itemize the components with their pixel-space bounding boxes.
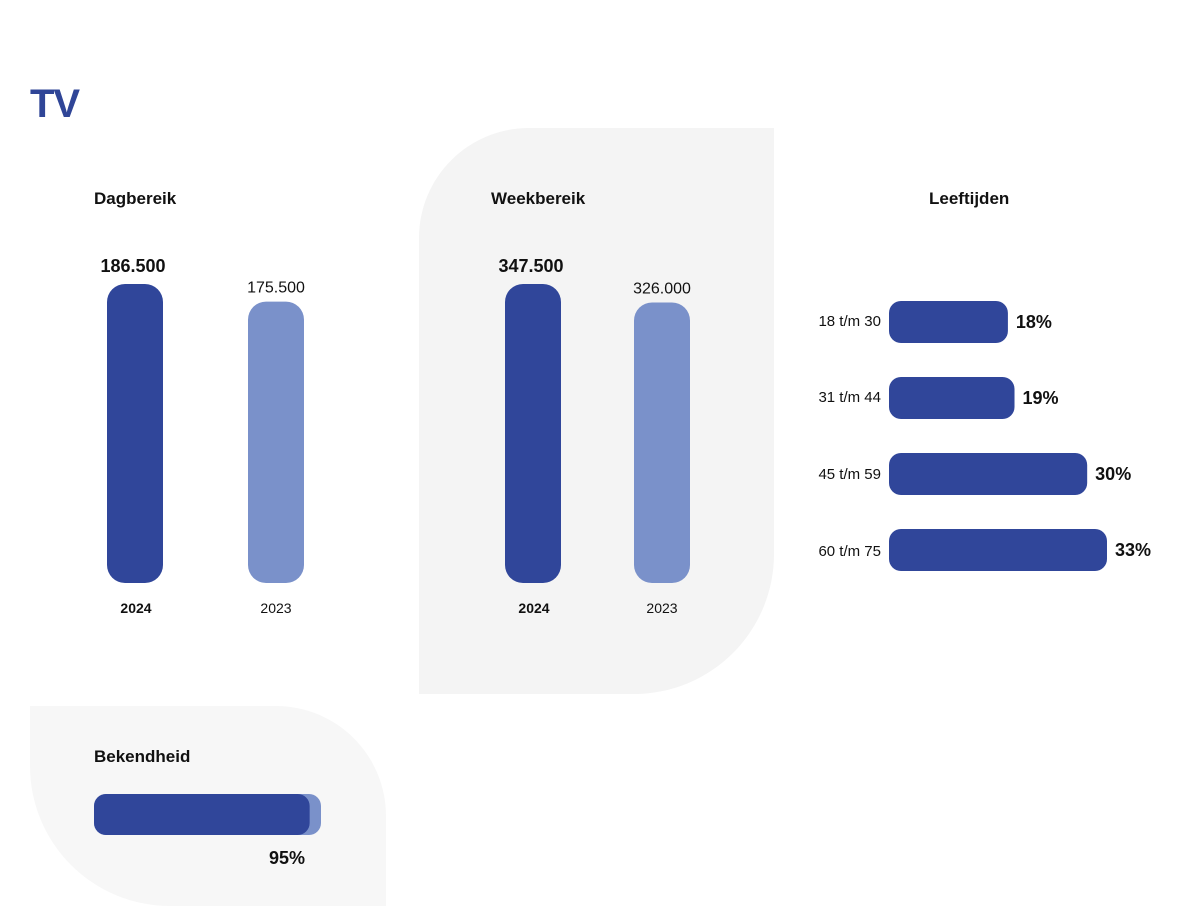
age-label-45-59: 45 t/m 59 — [818, 466, 881, 483]
leeftijden-value-label-3: 33% — [1115, 540, 1151, 560]
leeftijden-value-label-0: 18% — [1016, 312, 1052, 332]
bekendheid-bar-fill — [94, 794, 310, 835]
leeftijden-bar-0 — [889, 301, 1008, 343]
dagbereik-value-label-2023: 175.500 — [247, 280, 305, 297]
dagbereik-category-label-2023: 2023 — [260, 600, 291, 616]
charts-canvas: 186.500 2024 175.500 2023 347.500 2024 326.000… — [94, 256, 1151, 868]
leeftijden-bar-1 — [889, 377, 1015, 419]
weekbereik-value-label-2024: 347.500 — [498, 256, 563, 276]
dagbereik-heading: Dagbereik — [94, 189, 177, 208]
leeftijden-heading: Leeftijden — [929, 189, 1010, 208]
weekbereik-bar-2023 — [634, 302, 690, 583]
bekendheid-heading: Bekendheid — [94, 747, 191, 766]
page-title: TV — [30, 82, 80, 126]
leeftijden-value-label-2: 30% — [1095, 464, 1131, 484]
weekbereik-category-label-2024: 2024 — [518, 600, 549, 616]
age-label-31-44: 31 t/m 44 — [818, 389, 881, 406]
weekbereik-panel — [419, 128, 774, 694]
leeftijden-bar-2 — [889, 453, 1088, 495]
dagbereik-value-label-2024: 186.500 — [100, 256, 165, 276]
dagbereik-bar-2023 — [248, 301, 304, 583]
leeftijden-value-label-1: 19% — [1023, 388, 1059, 408]
age-label-60-75: 60 t/m 75 — [818, 543, 881, 560]
weekbereik-category-label-2023: 2023 — [646, 600, 677, 616]
weekbereik-heading: Weekbereik — [491, 189, 586, 208]
leeftijden-bar-3 — [889, 529, 1107, 571]
age-label-18-30: 18 t/m 30 — [818, 313, 881, 330]
dagbereik-category-label-2024: 2024 — [120, 600, 151, 616]
weekbereik-value-label-2023: 326.000 — [633, 280, 691, 297]
bekendheid-value-label: 95% — [269, 848, 305, 868]
weekbereik-bar-2024 — [505, 284, 561, 583]
dagbereik-bar-2024 — [107, 284, 163, 583]
